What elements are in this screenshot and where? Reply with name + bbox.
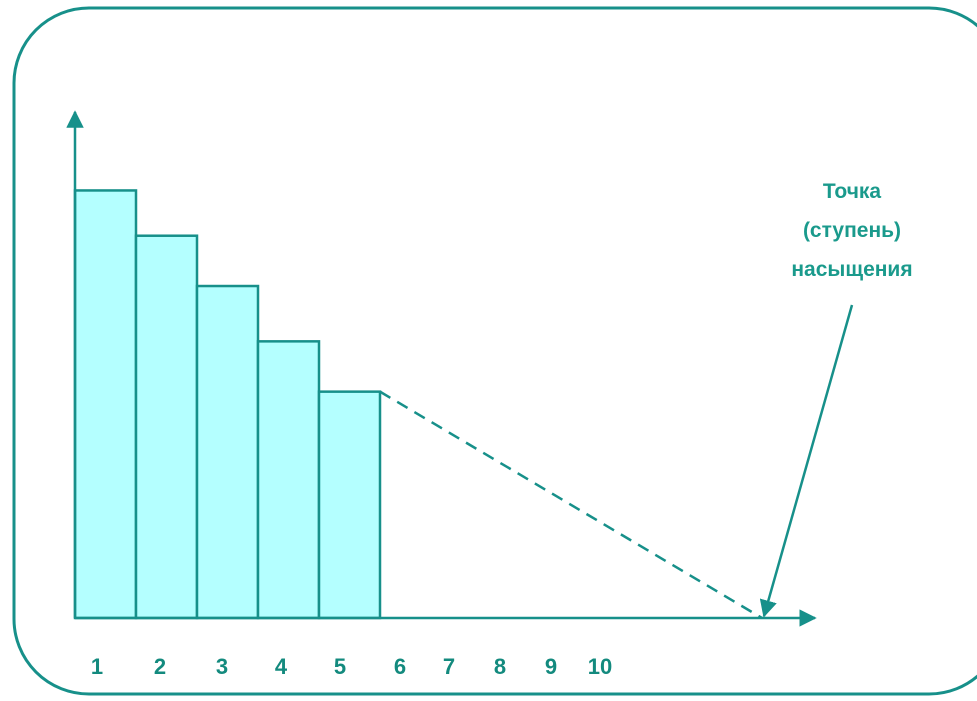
x-tick-label: 4 [275,654,288,679]
bar [317,390,382,620]
annotation-arrow [759,304,854,618]
x-tick-label: 9 [545,654,557,679]
annotation-line: Точка [823,180,882,203]
frame [12,6,977,696]
bar [195,284,260,620]
annotation-line: (ступень) [803,219,901,242]
annotation-line: насыщения [791,258,912,281]
x-tick-label: 5 [334,654,346,679]
bar [134,234,199,620]
x-tick-label: 10 [588,654,612,679]
x-tick-label: 1 [91,654,103,679]
x-tick-label: 2 [154,654,166,679]
trend-line [379,390,763,620]
x-tick-label: 7 [443,654,455,679]
bar [256,340,321,620]
x-tick-label: 3 [216,654,228,679]
x-tick-label: 6 [394,654,406,679]
x-tick-label: 8 [494,654,506,679]
bar [73,189,138,620]
